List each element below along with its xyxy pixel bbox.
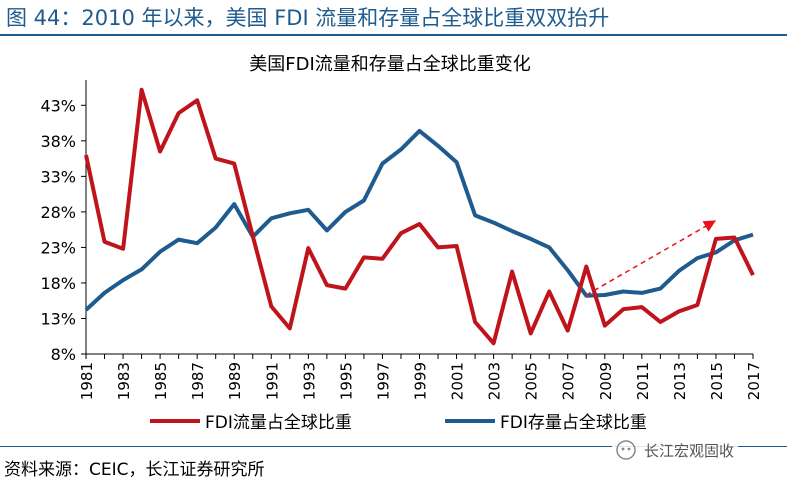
flow-series-line: [84, 87, 755, 346]
y-tick-label: 13%: [40, 309, 76, 328]
x-tick-label: 1993: [300, 362, 318, 400]
watermark-text: 长江宏观固收: [644, 441, 735, 460]
legend-stock-label: FDI存量占全球比重: [500, 413, 647, 433]
x-tick-label: 1999: [412, 362, 430, 400]
x-tick-label: 1989: [226, 362, 244, 400]
bottom-divider: [0, 446, 787, 447]
x-tick-label: 1997: [374, 362, 392, 400]
title-divider: [0, 34, 787, 36]
x-tick-label: 2017: [745, 362, 763, 400]
y-tick-label: 8%: [51, 345, 76, 364]
trend-arrow-head: [702, 220, 716, 232]
figure-title: 图 44：2010 年以来，美国 FDI 流量和存量占全球比重双双抬升: [6, 6, 610, 30]
x-tick-label: 2013: [671, 362, 689, 400]
chart-title: 美国FDI流量和存量占全球比重变化: [249, 54, 531, 75]
x-tick-label: 1983: [115, 362, 133, 400]
y-tick-label: 28%: [40, 203, 76, 222]
x-tick-label: 2011: [634, 362, 652, 400]
x-tick-label: 2003: [486, 362, 504, 400]
x-tick-label: 2005: [523, 362, 541, 400]
y-tick-label: 38%: [40, 132, 76, 151]
y-tick-label: 18%: [40, 274, 76, 293]
legend-flow-label: FDI流量占全球比重: [205, 413, 352, 433]
y-tick-label: 43%: [40, 96, 76, 115]
x-tick-label: 2009: [597, 362, 615, 400]
x-tick-label: 1995: [337, 362, 355, 400]
x-tick-label: 1981: [78, 362, 96, 400]
x-tick-label: 2007: [560, 362, 578, 400]
x-tick-label: 2001: [449, 362, 467, 400]
legend: FDI流量占全球比重 FDI存量占全球比重: [150, 413, 647, 433]
wechat-icon: [616, 440, 636, 460]
watermark: 长江宏观固收: [612, 437, 739, 463]
x-tick-label: 1985: [152, 362, 170, 400]
x-tick-label: 1991: [263, 362, 281, 400]
stock-series-line: [84, 128, 754, 312]
fdi-share-chart: 美国FDI流量和存量占全球比重变化 8% 13% 18% 23% 28% 33% 38% 43…: [40, 54, 763, 433]
x-tick-label: 1987: [189, 362, 207, 400]
y-tick-label: 33%: [40, 167, 76, 186]
source-note: 资料来源：CEIC，长江证券研究所: [4, 460, 265, 480]
trend-arrow-line: [585, 219, 717, 296]
x-tick-label: 2015: [708, 362, 726, 400]
y-tick-label: 23%: [40, 238, 76, 257]
